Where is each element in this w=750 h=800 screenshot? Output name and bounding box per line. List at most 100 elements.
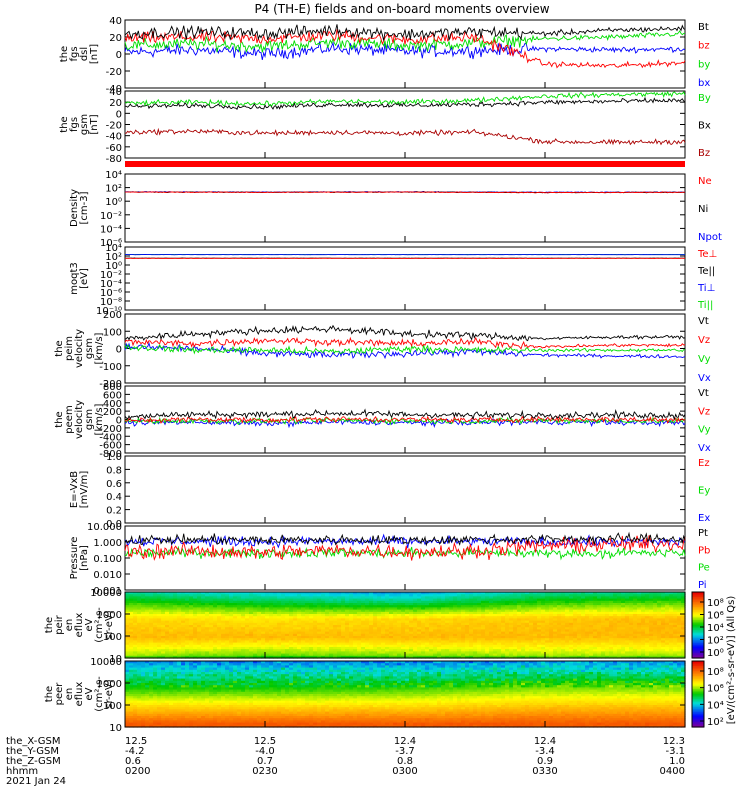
spectrogram-cell	[657, 653, 662, 657]
spectrogram-cell	[661, 594, 666, 597]
spectrogram-cell	[361, 636, 366, 639]
spectrogram-cell	[269, 633, 274, 637]
spectrogram-cell	[157, 655, 162, 659]
spectrogram-cell	[489, 622, 494, 626]
spectrogram-cell	[237, 605, 242, 608]
spectrogram-cell	[517, 665, 522, 669]
spectrogram-cell	[417, 611, 422, 615]
spectrogram-cell	[325, 636, 330, 639]
spectrogram-cell	[553, 640, 558, 644]
spectrogram-cell	[129, 640, 134, 644]
spectrogram-cell	[577, 629, 582, 633]
spectrogram-cell	[665, 649, 670, 652]
spectrogram-cell	[245, 665, 250, 669]
spectrogram-cell	[657, 638, 662, 641]
spectrogram-cell	[357, 661, 362, 664]
spectrogram-cell	[165, 609, 170, 613]
spectrogram-cell	[421, 592, 426, 595]
spectrogram-cell	[673, 620, 678, 624]
spectrogram-cell	[601, 631, 606, 635]
spectrogram-cell	[285, 633, 290, 637]
spectrogram-cell	[645, 653, 650, 657]
legend-entry: By	[698, 93, 711, 104]
spectrogram-cell	[389, 607, 394, 611]
spectrogram-cell	[193, 667, 198, 671]
spectrogram-cell	[505, 631, 510, 635]
spectrogram-cell	[273, 661, 278, 664]
spectrogram-cell	[217, 631, 222, 635]
spectrogram-cell	[125, 600, 130, 604]
spectrogram-cell	[233, 618, 238, 622]
spectrogram-cell	[273, 600, 278, 604]
spectrogram-cell	[165, 611, 170, 615]
spectrogram-cell	[177, 611, 182, 615]
spectrogram-cell	[641, 665, 646, 669]
spectrogram-cell	[321, 600, 326, 604]
series-Bt	[124, 24, 686, 41]
spectrogram-cell	[353, 661, 358, 664]
spectrogram-cell	[313, 609, 318, 613]
spectrogram-cell	[565, 609, 570, 613]
spectrogram-cell	[609, 594, 614, 597]
spectrogram-cell	[553, 638, 558, 641]
spectrogram-cell	[169, 605, 174, 608]
spectrogram-cell	[293, 627, 298, 630]
spectrogram-cell	[621, 665, 626, 669]
spectrogram-cell	[309, 622, 314, 626]
spectrogram-cell	[305, 616, 310, 619]
spectrogram-cell	[673, 598, 678, 602]
spectrogram-cell	[493, 596, 498, 600]
spectrogram-cell	[473, 600, 478, 604]
spectrogram-cell	[429, 598, 434, 602]
spectrogram-cell	[489, 633, 494, 637]
spectrogram-cell	[141, 620, 146, 624]
spectrogram-cell	[153, 667, 158, 671]
spectrogram-cell	[161, 620, 166, 624]
spectrogram-cell	[249, 631, 254, 635]
spectrogram-cell	[393, 655, 398, 659]
spectrogram-cell	[517, 661, 522, 664]
spectrogram-cell	[501, 598, 506, 602]
spectrogram-cell	[665, 631, 670, 635]
spectrogram-cell	[653, 663, 658, 666]
spectrogram-cell	[637, 636, 642, 639]
spectrogram-cell	[565, 616, 570, 619]
spectrogram-cell	[329, 647, 334, 650]
spectrogram-cell	[333, 640, 338, 644]
spectrogram-cell	[545, 596, 550, 600]
spectrogram-cell	[405, 653, 410, 657]
spectrogram-cell	[553, 611, 558, 615]
spectrogram-cell	[669, 631, 674, 635]
spectrogram-cell	[677, 620, 682, 624]
spectrogram-cell	[273, 605, 278, 608]
spectrogram-cell	[593, 609, 598, 613]
spectrogram-cell	[645, 625, 650, 628]
spectrogram-cell	[661, 651, 666, 655]
spectrogram-cell	[153, 598, 158, 602]
spectrogram-cell	[609, 665, 614, 669]
spectrogram-cell	[253, 616, 258, 619]
spectrogram-cell	[253, 665, 258, 669]
spectrogram-cell	[545, 631, 550, 635]
spectrogram-cell	[661, 644, 666, 648]
spectrogram-cell	[545, 644, 550, 648]
spectrogram-cell	[665, 598, 670, 602]
spectrogram-cell	[649, 625, 654, 628]
y-tick-label: -80	[106, 154, 122, 165]
spectrogram-cell	[453, 598, 458, 602]
spectrogram-cell	[353, 611, 358, 615]
spectrogram-cell	[489, 665, 494, 669]
spectrogram-cell	[525, 616, 530, 619]
spectrogram-cell	[129, 600, 134, 604]
spectrogram-cell	[273, 622, 278, 626]
spectrogram-cell	[461, 600, 466, 604]
spectrogram-cell	[605, 647, 610, 650]
spectrogram-cell	[629, 663, 634, 666]
spectrogram-cell	[265, 596, 270, 600]
spectrogram-cell	[257, 661, 262, 664]
spectrogram-cell	[329, 609, 334, 613]
spectrogram-cell	[605, 609, 610, 613]
spectrogram-cell	[249, 627, 254, 630]
spectrogram-cell	[505, 649, 510, 652]
spectrogram-cell	[125, 665, 130, 669]
